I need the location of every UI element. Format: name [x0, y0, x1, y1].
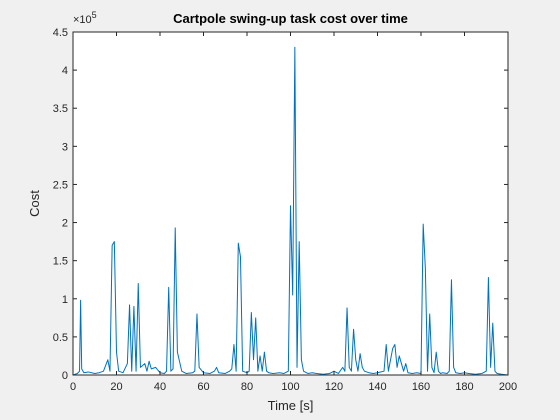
chart-title: Cartpole swing-up task cost over time — [173, 11, 408, 26]
y-tick-label: 1.5 — [53, 256, 68, 268]
y-tick-label: 4.5 — [53, 27, 68, 39]
y-tick-label: 3 — [62, 141, 68, 153]
data-layer — [72, 46, 509, 376]
y-tick-label: 0.5 — [53, 332, 68, 344]
y-exponent-base: ×10 — [73, 14, 92, 26]
x-ticks: 0 20 40 60 80 100 120 140 160 180 200 — [70, 32, 517, 393]
x-tick-label: 40 — [154, 381, 166, 393]
y-ticks: 0 0.5 1 1.5 2 2.5 3 3.5 4 4.5 — [53, 27, 508, 382]
y-tick-label: 4 — [62, 65, 68, 77]
y-exponent-label: ×105 — [73, 10, 97, 26]
x-tick-label: 100 — [281, 381, 299, 393]
x-tick-label: 20 — [110, 381, 122, 393]
x-tick-label: 60 — [197, 381, 209, 393]
y-tick-label: 0 — [62, 370, 68, 382]
x-axis-label: Time [s] — [268, 398, 314, 413]
y-axis-label: Cost — [27, 190, 42, 217]
x-tick-label: 140 — [368, 381, 386, 393]
y-exponent-power: 5 — [92, 10, 97, 20]
y-tick-label: 3.5 — [53, 103, 68, 115]
x-tick-label: 180 — [455, 381, 473, 393]
y-tick-label: 2.5 — [53, 179, 68, 191]
x-tick-label: 120 — [325, 381, 343, 393]
y-tick-label: 2 — [62, 218, 68, 230]
series-line-0 — [72, 46, 509, 376]
x-tick-label: 80 — [241, 381, 253, 393]
x-tick-label: 0 — [70, 381, 76, 393]
x-tick-label: 200 — [499, 381, 517, 393]
y-tick-label: 1 — [62, 294, 68, 306]
x-tick-label: 160 — [412, 381, 430, 393]
axes-background — [73, 32, 508, 375]
